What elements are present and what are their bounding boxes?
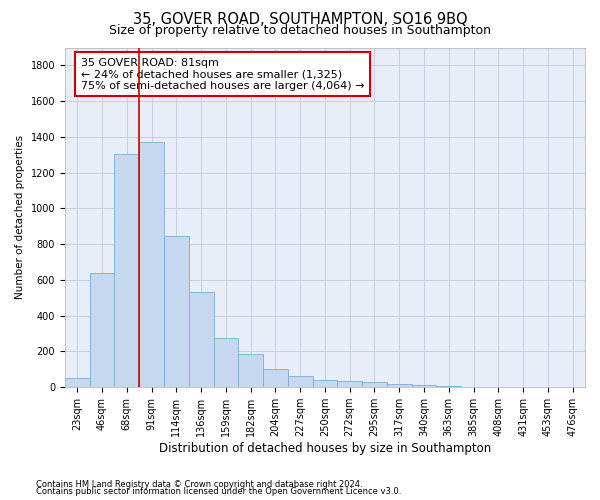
Text: 35 GOVER ROAD: 81sqm
← 24% of detached houses are smaller (1,325)
75% of semi-de: 35 GOVER ROAD: 81sqm ← 24% of detached h… bbox=[80, 58, 364, 91]
X-axis label: Distribution of detached houses by size in Southampton: Distribution of detached houses by size … bbox=[159, 442, 491, 455]
Bar bbox=[436, 386, 461, 387]
Bar bbox=[115, 154, 139, 387]
Bar bbox=[89, 273, 115, 387]
Bar bbox=[65, 378, 89, 387]
Bar bbox=[337, 381, 362, 387]
Bar bbox=[387, 384, 412, 387]
Y-axis label: Number of detached properties: Number of detached properties bbox=[15, 136, 25, 300]
Text: 35, GOVER ROAD, SOUTHAMPTON, SO16 9BQ: 35, GOVER ROAD, SOUTHAMPTON, SO16 9BQ bbox=[133, 12, 467, 28]
Bar bbox=[139, 142, 164, 387]
Bar bbox=[263, 369, 288, 387]
Bar bbox=[288, 376, 313, 387]
Bar bbox=[412, 385, 436, 387]
Text: Size of property relative to detached houses in Southampton: Size of property relative to detached ho… bbox=[109, 24, 491, 37]
Bar bbox=[362, 382, 387, 387]
Bar bbox=[313, 380, 337, 387]
Bar bbox=[238, 354, 263, 387]
Bar bbox=[189, 292, 214, 387]
Text: Contains public sector information licensed under the Open Government Licence v3: Contains public sector information licen… bbox=[36, 487, 401, 496]
Bar bbox=[214, 338, 238, 387]
Bar bbox=[164, 236, 189, 387]
Text: Contains HM Land Registry data © Crown copyright and database right 2024.: Contains HM Land Registry data © Crown c… bbox=[36, 480, 362, 489]
